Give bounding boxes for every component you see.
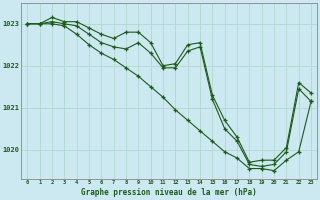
X-axis label: Graphe pression niveau de la mer (hPa): Graphe pression niveau de la mer (hPa) — [81, 188, 257, 197]
